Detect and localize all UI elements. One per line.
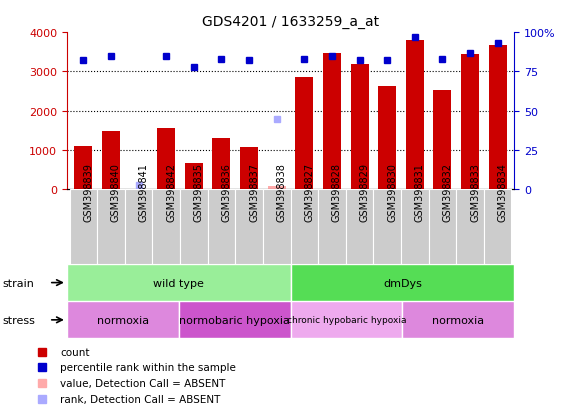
Bar (207, 190, 235, 264)
Text: GSM398830: GSM398830 (387, 163, 397, 222)
Bar (461, 55, 479, 190)
Text: GSM398841: GSM398841 (139, 163, 149, 222)
Bar (433, 91, 451, 190)
Bar (350, 64, 368, 190)
Bar (180, 190, 207, 264)
Bar (318, 190, 346, 264)
Bar (406, 41, 424, 190)
Bar (74, 147, 92, 190)
Text: GSM398827: GSM398827 (304, 163, 314, 222)
Bar (290, 264, 514, 301)
Text: wild type: wild type (153, 278, 204, 288)
Text: dmDys: dmDys (383, 278, 422, 288)
Text: normoxia: normoxia (96, 315, 149, 325)
Bar (157, 128, 175, 190)
Bar (97, 190, 125, 264)
Bar (484, 190, 511, 264)
Text: GSM398838: GSM398838 (277, 163, 286, 222)
Bar (67, 264, 290, 301)
Bar (403, 301, 514, 339)
Bar (290, 190, 318, 264)
Bar (268, 187, 286, 190)
Bar (235, 190, 263, 264)
Bar (152, 190, 180, 264)
Bar (240, 147, 258, 190)
Text: GSM398828: GSM398828 (332, 163, 342, 222)
Bar (185, 164, 203, 190)
Text: percentile rank within the sample: percentile rank within the sample (60, 363, 236, 373)
Text: GSM398832: GSM398832 (442, 163, 453, 222)
Bar (456, 190, 484, 264)
Bar (213, 139, 231, 190)
Text: value, Detection Call = ABSENT: value, Detection Call = ABSENT (60, 378, 226, 388)
Text: GSM398834: GSM398834 (497, 163, 508, 222)
Bar (295, 77, 313, 190)
Bar (489, 45, 507, 190)
Text: normoxia: normoxia (432, 315, 485, 325)
Text: GSM398833: GSM398833 (470, 163, 480, 222)
Bar (125, 190, 152, 264)
Text: count: count (60, 347, 90, 357)
Text: rank, Detection Call = ABSENT: rank, Detection Call = ABSENT (60, 394, 221, 404)
Bar (378, 86, 396, 190)
Bar (70, 190, 97, 264)
Bar (102, 132, 120, 190)
Text: GSM398840: GSM398840 (111, 163, 121, 222)
Bar (374, 190, 401, 264)
Text: GSM398831: GSM398831 (415, 163, 425, 222)
Text: GSM398836: GSM398836 (221, 163, 231, 222)
Title: GDS4201 / 1633259_a_at: GDS4201 / 1633259_a_at (202, 15, 379, 29)
Bar (323, 54, 341, 190)
Bar (67, 301, 179, 339)
Text: stress: stress (3, 315, 36, 325)
Text: GSM398837: GSM398837 (249, 163, 259, 222)
Bar (263, 190, 290, 264)
Bar (346, 190, 374, 264)
Text: GSM398842: GSM398842 (166, 163, 176, 222)
Bar (179, 301, 290, 339)
Text: chronic hypobaric hypoxia: chronic hypobaric hypoxia (286, 316, 406, 325)
Text: GSM398839: GSM398839 (84, 163, 94, 222)
Text: normobaric hypoxia: normobaric hypoxia (179, 315, 290, 325)
Text: strain: strain (3, 278, 35, 288)
Text: GSM398829: GSM398829 (360, 163, 370, 222)
Bar (290, 301, 403, 339)
Bar (401, 190, 429, 264)
Bar (429, 190, 456, 264)
Text: GSM398835: GSM398835 (194, 163, 204, 222)
